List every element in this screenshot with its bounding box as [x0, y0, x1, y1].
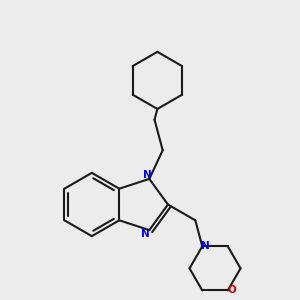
Text: N: N: [201, 241, 210, 251]
Text: N: N: [143, 169, 152, 179]
Text: O: O: [228, 285, 237, 296]
Text: N: N: [141, 230, 149, 239]
